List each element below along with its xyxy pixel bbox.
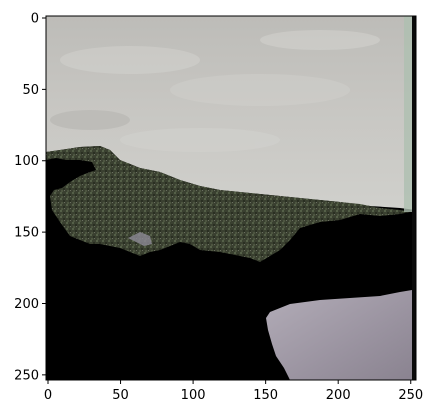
plot-frame [45,15,417,381]
right-edge-dark [412,16,416,380]
cloud-streaks [50,30,380,152]
water-region [266,290,412,380]
y-axis: 0 50 100 150 200 250 [14,12,46,383]
y-tick-label: 250 [14,368,39,383]
x-tick-label: 150 [253,388,278,403]
y-tick-label: 150 [14,226,39,241]
y-tick-label: 200 [14,297,39,312]
x-axis: 0 50 100 150 200 250 [44,380,423,403]
image-content [46,16,416,380]
y-tick-label: 50 [22,83,39,98]
x-tick-label: 0 [44,388,52,403]
y-tick-label: 0 [31,12,39,27]
x-tick-label: 200 [326,388,351,403]
right-edge-strip [404,16,412,212]
hill-highlight [128,232,152,246]
x-tick-label: 250 [398,388,423,403]
y-tick-label: 100 [14,154,39,169]
hill-region [46,146,410,262]
sky-region [46,16,416,210]
x-tick-label: 100 [181,388,206,403]
x-tick-label: 50 [112,388,129,403]
